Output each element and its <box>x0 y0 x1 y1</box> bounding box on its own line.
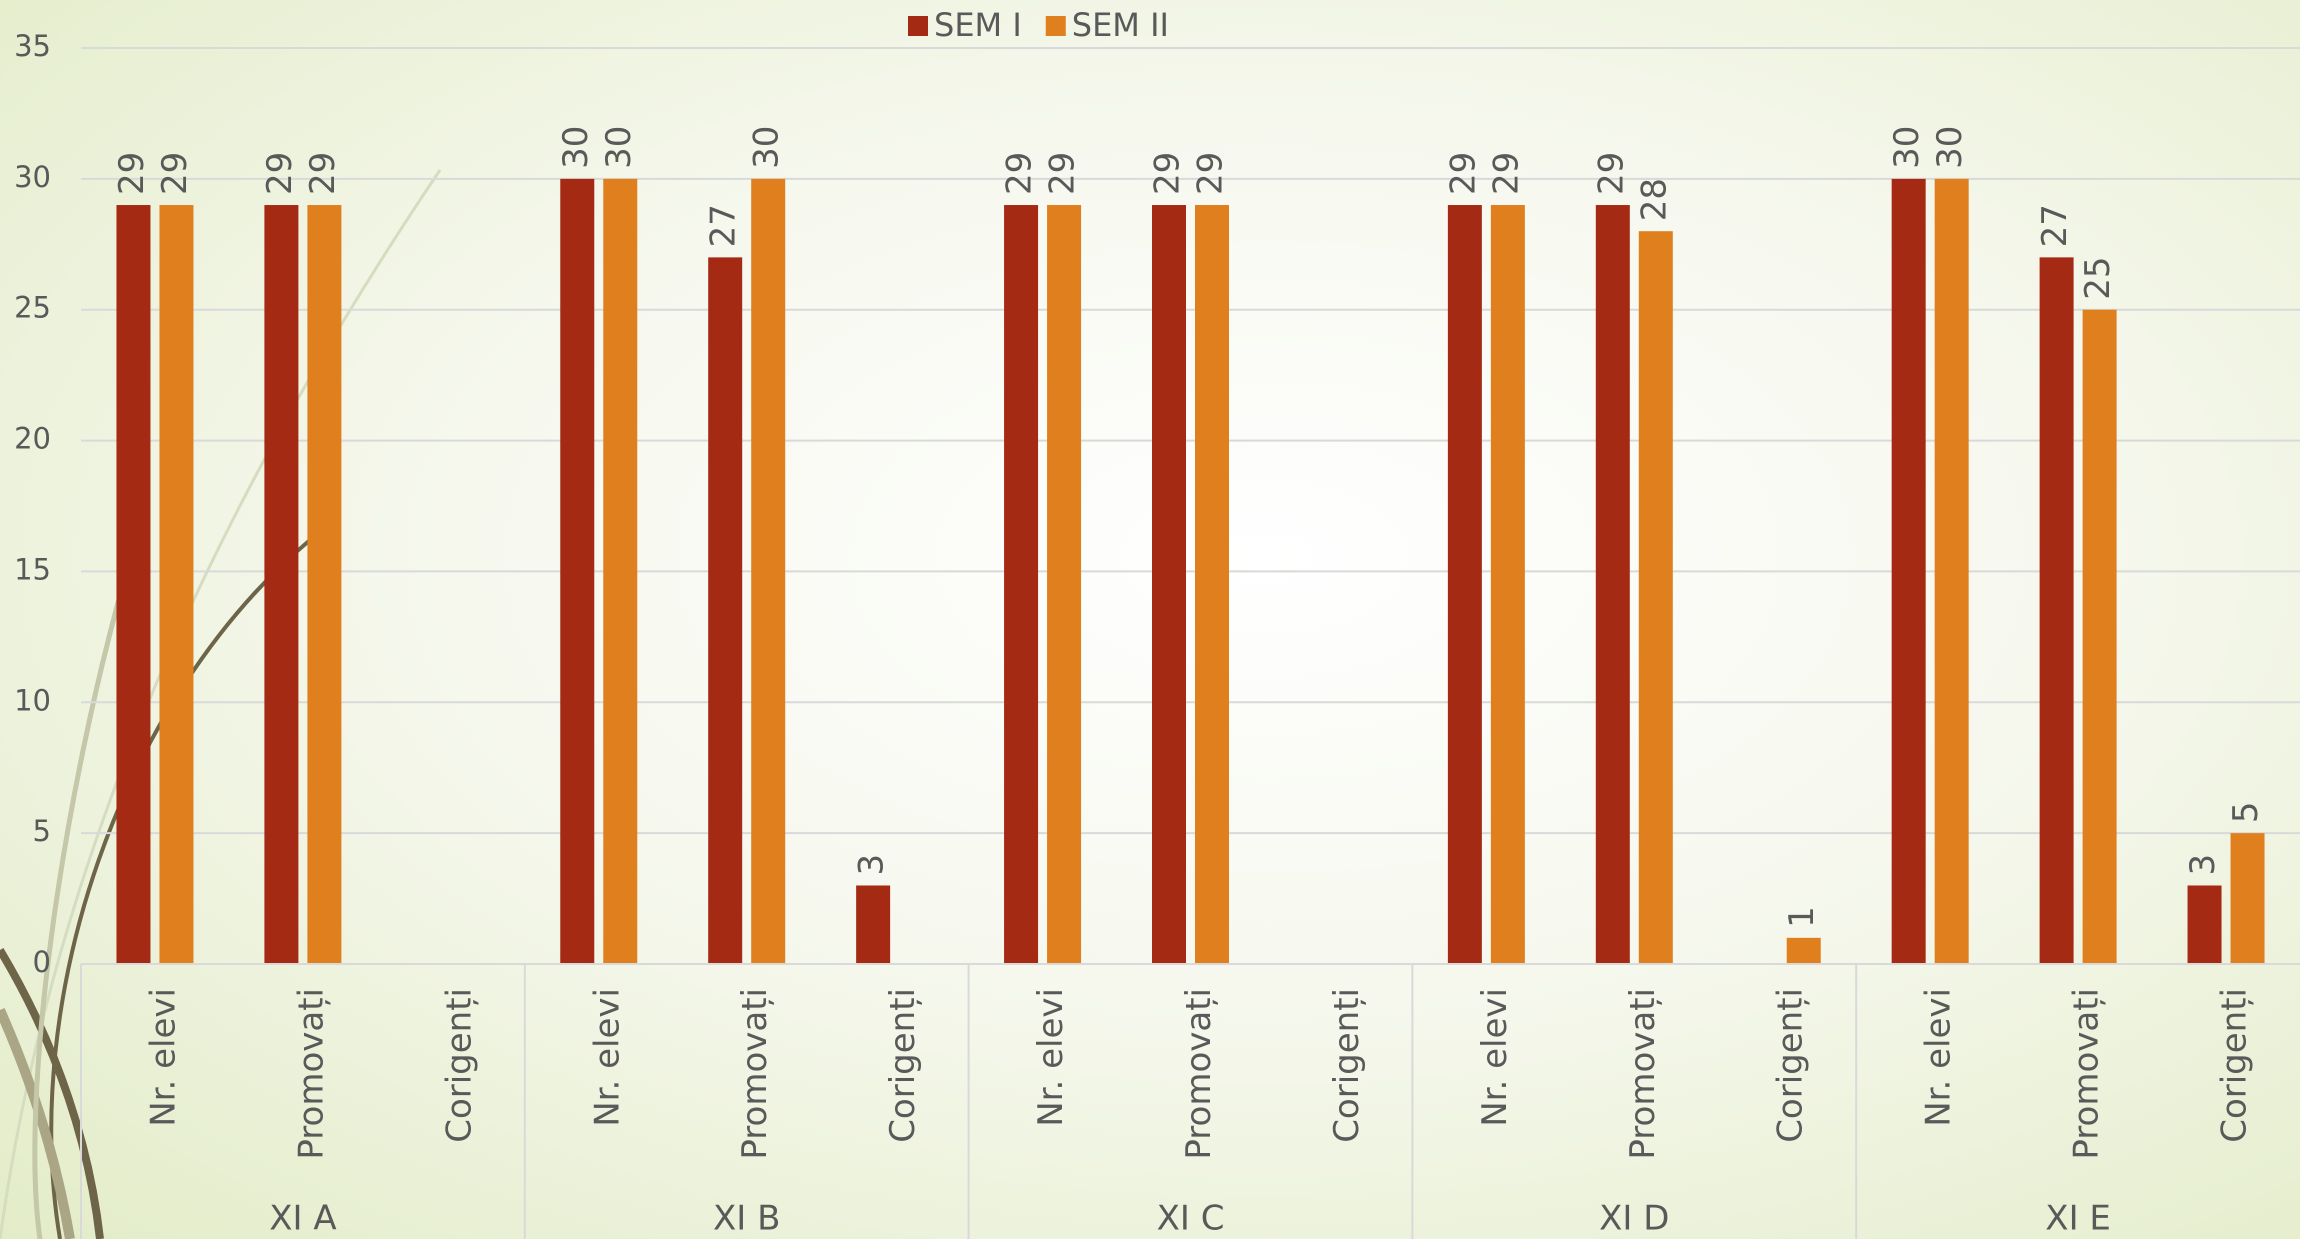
data-label: 29 <box>1043 152 1083 195</box>
bar <box>751 178 786 964</box>
decoration <box>0 169 442 1239</box>
data-label: 29 <box>1486 152 1526 195</box>
data-label: 3 <box>2183 854 2223 876</box>
data-label: 29 <box>1443 152 1483 195</box>
x-tick-label: Nr. elevi <box>1475 988 1515 1127</box>
x-tick-label: Nr. elevi <box>1919 988 1959 1127</box>
bar <box>2187 885 2222 964</box>
data-label: 29 <box>112 152 152 195</box>
x-tick-label: Promovați <box>1179 988 1219 1160</box>
bar <box>1152 205 1186 964</box>
group-label: XI B <box>713 1199 780 1239</box>
bar <box>2039 257 2074 964</box>
data-label: 29 <box>260 152 300 195</box>
bar <box>1004 205 1039 964</box>
data-label: 29 <box>1191 152 1231 195</box>
x-tick-label: Promovați <box>735 988 775 1160</box>
data-label: 30 <box>747 126 787 169</box>
bar <box>1638 231 1673 964</box>
y-tick-label: 30 <box>14 160 51 194</box>
data-label: 30 <box>1930 126 1970 169</box>
data-label: 27 <box>2035 204 2075 247</box>
bar <box>116 205 151 964</box>
x-tick-label: Nr. elevi <box>143 988 183 1127</box>
bar <box>307 205 342 964</box>
group-label: XI E <box>2045 1199 2111 1239</box>
x-tick-label: Promovați <box>2067 988 2107 1160</box>
legend-swatch <box>1045 16 1066 36</box>
bar <box>1786 937 1821 964</box>
x-tick-label: Corigenți <box>1771 988 1811 1143</box>
data-label: 28 <box>1634 178 1674 221</box>
bar <box>856 885 891 964</box>
x-tick-label: Corigenți <box>1327 988 1367 1143</box>
data-label: 29 <box>1591 152 1631 195</box>
y-tick-label: 0 <box>33 945 51 979</box>
bar <box>2230 833 2265 964</box>
x-tick-label: Nr. elevi <box>587 988 627 1127</box>
bar <box>1447 205 1482 964</box>
data-label: 27 <box>704 204 744 247</box>
data-label: 30 <box>599 126 639 169</box>
bar <box>1490 205 1525 964</box>
y-tick-label: 10 <box>14 683 51 717</box>
y-tick-label: 20 <box>14 422 51 456</box>
data-label: 1 <box>1782 906 1822 928</box>
x-tick-label: Corigenți <box>883 988 923 1143</box>
bar <box>560 178 595 964</box>
data-label: 29 <box>1000 152 1040 195</box>
data-label: 29 <box>303 152 343 195</box>
bar <box>708 257 743 964</box>
x-tick-label: Corigenți <box>439 988 479 1143</box>
bar <box>1595 205 1630 964</box>
bar <box>159 205 194 964</box>
data-label: 29 <box>1148 152 1188 195</box>
group-label: XI A <box>269 1199 336 1239</box>
legend-swatch <box>908 16 928 36</box>
bar <box>1047 205 1082 964</box>
y-tick-label: 15 <box>14 552 51 586</box>
bar <box>1891 178 1926 964</box>
data-label: 29 <box>155 152 195 195</box>
x-tick-label: Promovați <box>291 988 331 1160</box>
y-tick-label: 35 <box>14 29 51 63</box>
data-label: 25 <box>2078 256 2118 299</box>
data-label: 5 <box>2226 802 2266 824</box>
bar <box>264 205 299 964</box>
data-label: 3 <box>852 854 892 876</box>
legend-label: SEM I <box>934 6 1022 44</box>
data-label: 30 <box>556 126 596 169</box>
data-label: 30 <box>1887 126 1927 169</box>
x-tick-label: Nr. elevi <box>1031 988 1071 1127</box>
bar <box>1934 178 1969 964</box>
x-tick-label: Promovați <box>1623 988 1663 1160</box>
bar <box>603 178 638 964</box>
legend-label: SEM II <box>1072 6 1169 44</box>
y-tick-label: 5 <box>33 814 51 848</box>
bar <box>2082 309 2117 964</box>
y-tick-label: 25 <box>14 291 51 325</box>
group-label: XI C <box>1157 1199 1225 1239</box>
group-label: XI D <box>1599 1199 1669 1239</box>
x-tick-label: Corigenți <box>2215 988 2255 1143</box>
bar <box>1195 205 1229 964</box>
